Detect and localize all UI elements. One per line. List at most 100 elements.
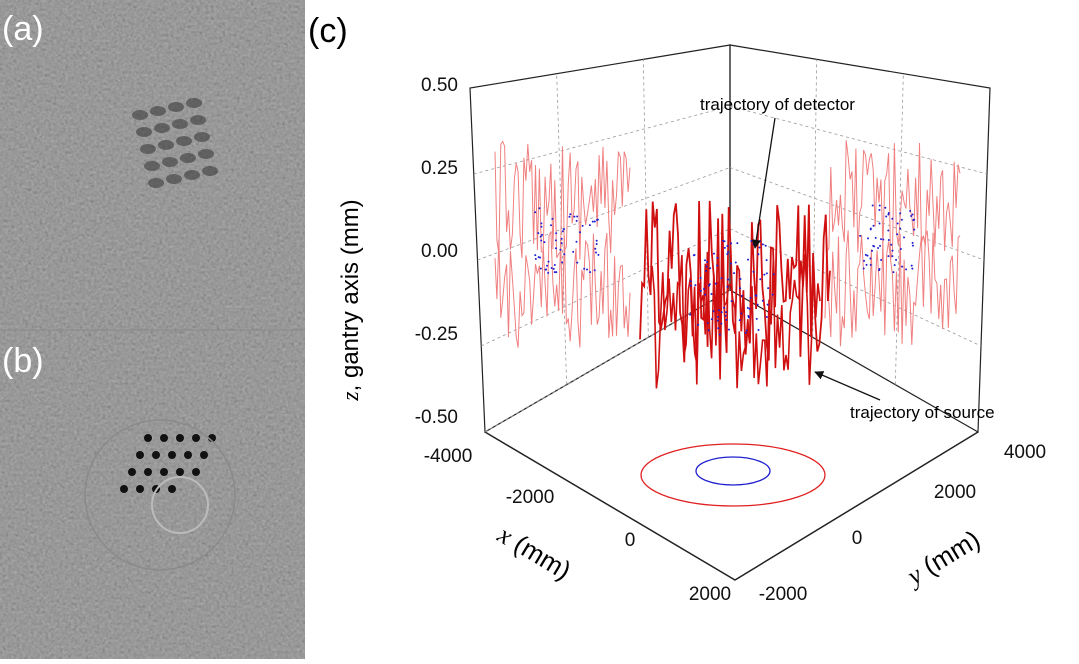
trace-point xyxy=(588,224,591,227)
trace-point xyxy=(689,284,692,287)
trace-point xyxy=(885,215,888,218)
blur-spot xyxy=(172,119,188,129)
trace-point xyxy=(727,328,730,331)
trace-point xyxy=(575,219,578,222)
ring xyxy=(151,476,209,534)
trace-point xyxy=(554,247,557,250)
trace-point xyxy=(547,260,550,263)
trace-point xyxy=(761,299,764,302)
source-orbit xyxy=(640,443,826,507)
trace-point xyxy=(772,273,775,276)
trace-point xyxy=(720,277,723,280)
trace-point xyxy=(909,210,912,213)
trace-point xyxy=(862,267,865,270)
trace-point xyxy=(699,289,702,292)
trace-point xyxy=(755,294,758,297)
y-axis-label: y (mm) xyxy=(899,524,985,592)
trace-point xyxy=(746,306,749,309)
trace-point xyxy=(539,267,542,270)
trace-point xyxy=(722,306,725,309)
trace-point xyxy=(744,331,747,334)
blur-spot xyxy=(144,161,160,171)
trace-point xyxy=(864,253,867,256)
dot xyxy=(192,434,200,442)
x-tick-label: -4000 xyxy=(424,446,473,467)
trace-point xyxy=(583,267,586,270)
trace-point xyxy=(863,259,866,262)
trace-point xyxy=(710,318,713,321)
trace-point xyxy=(893,264,896,267)
trace-point xyxy=(705,269,708,272)
trace-point xyxy=(896,233,899,236)
y-tick-label: 2000 xyxy=(934,482,976,503)
trace-point xyxy=(555,271,558,274)
x-tick-label: 0 xyxy=(625,530,636,551)
image-b-features xyxy=(120,434,216,493)
trace-point xyxy=(911,241,914,244)
trace-point xyxy=(880,238,883,241)
trace-point xyxy=(543,241,546,244)
trace-point xyxy=(895,258,898,261)
trace-point xyxy=(718,333,721,336)
x-tick-label: 2000 xyxy=(689,584,731,605)
x-tick-label: -2000 xyxy=(506,487,555,508)
trace-point xyxy=(699,276,702,279)
trace-point xyxy=(550,266,553,269)
trace-point xyxy=(561,230,564,233)
trace-point xyxy=(901,265,904,268)
dot xyxy=(184,451,192,459)
trace-point xyxy=(880,259,883,262)
trace xyxy=(494,140,631,260)
trace-point xyxy=(900,218,903,221)
trace-point xyxy=(560,242,563,245)
blur-spot xyxy=(132,110,148,120)
blur-spot xyxy=(150,106,166,116)
trace-point xyxy=(723,240,726,243)
trace-point xyxy=(596,218,599,221)
trace-point xyxy=(739,277,742,280)
trace-point xyxy=(555,232,558,235)
blur-spot xyxy=(190,115,206,125)
trace-point xyxy=(547,271,550,274)
trace-point xyxy=(873,245,876,248)
trace-point xyxy=(710,292,713,295)
trace-point xyxy=(765,316,768,319)
trace-point xyxy=(538,207,541,210)
blur-spot xyxy=(186,98,202,108)
trace-point xyxy=(563,253,566,256)
dot xyxy=(160,434,168,442)
trace-point xyxy=(704,293,707,296)
trace-point xyxy=(540,225,543,228)
trace-point xyxy=(716,264,719,267)
dot xyxy=(176,468,184,476)
dot xyxy=(200,451,208,459)
grid-line xyxy=(642,59,649,338)
trace-point xyxy=(534,211,537,214)
trace-point xyxy=(872,224,875,227)
trace xyxy=(649,251,821,389)
z-tick-label: -0.25 xyxy=(415,324,458,345)
trace-point xyxy=(562,228,565,231)
trace-point xyxy=(724,314,727,317)
blur-spot xyxy=(158,140,174,150)
trace-point xyxy=(553,271,556,274)
trace-point xyxy=(569,213,572,216)
trace-point xyxy=(551,217,554,220)
trace-point xyxy=(725,311,728,314)
blur-spot xyxy=(176,136,192,146)
trace-point xyxy=(871,204,874,207)
trace-point xyxy=(766,303,769,306)
trace-point xyxy=(867,237,870,240)
trace-point xyxy=(750,240,753,243)
trace-point xyxy=(727,251,730,254)
dot xyxy=(136,485,144,493)
trace-point xyxy=(763,273,766,276)
axis-text: , gantry axis (mm) xyxy=(337,199,364,391)
trace-point xyxy=(689,313,692,316)
trace-point xyxy=(573,215,576,218)
grid-line xyxy=(729,228,982,347)
z-tick-label: 0.00 xyxy=(421,241,458,262)
trace-point xyxy=(739,287,742,290)
trace-point xyxy=(890,243,893,246)
trace-point xyxy=(537,256,540,259)
